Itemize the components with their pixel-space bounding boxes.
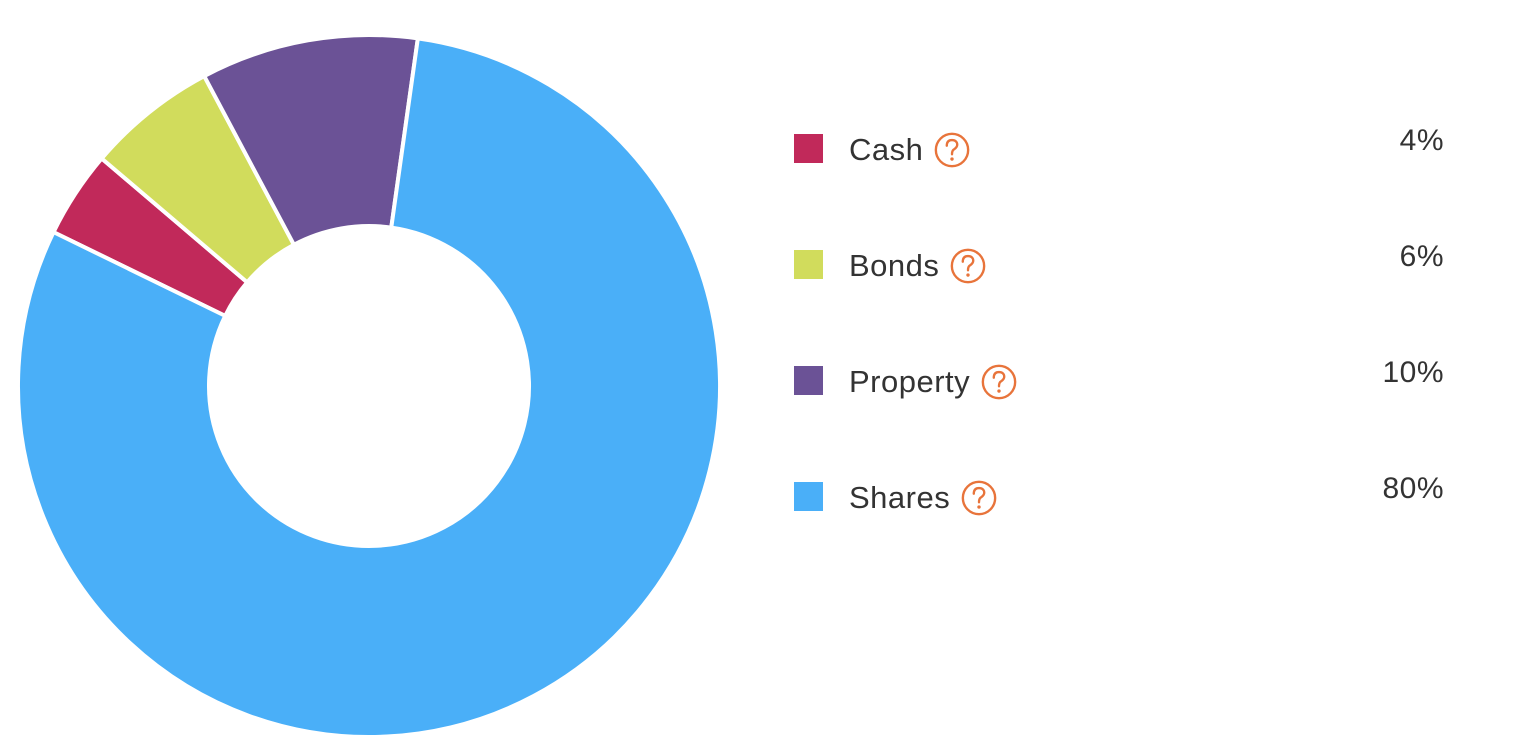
legend-label-property: Property [849, 364, 971, 399]
question-circle-icon[interactable] [980, 363, 1018, 401]
legend-value-property: 10% [1382, 356, 1444, 389]
legend-item-bonds: Bonds 6% [794, 232, 1454, 348]
legend-swatch-property [794, 366, 823, 395]
question-circle-icon[interactable] [949, 247, 987, 285]
donut-chart [16, 33, 722, 739]
legend-item-property: Property 10% [794, 348, 1454, 464]
legend-swatch-bonds [794, 250, 823, 279]
legend-swatch-shares [794, 482, 823, 511]
donut-slice-property [201, 33, 421, 248]
legend-swatch-cash [794, 134, 823, 163]
legend-label-cash: Cash [849, 132, 924, 167]
legend-label-shares: Shares [849, 480, 951, 515]
question-circle-icon[interactable] [960, 479, 998, 517]
legend-item-cash: Cash 4% [794, 116, 1454, 232]
question-circle-icon[interactable] [933, 131, 971, 169]
legend-value-shares: 80% [1382, 472, 1444, 505]
legend-item-shares: Shares 80% [794, 464, 1454, 580]
donut-slice-shares [16, 36, 722, 739]
legend-value-bonds: 6% [1399, 240, 1444, 273]
chart-legend: Cash 4% Bonds 6% Property 10% Shares 80% [794, 116, 1454, 580]
legend-value-cash: 4% [1399, 124, 1444, 157]
legend-label-bonds: Bonds [849, 248, 940, 283]
